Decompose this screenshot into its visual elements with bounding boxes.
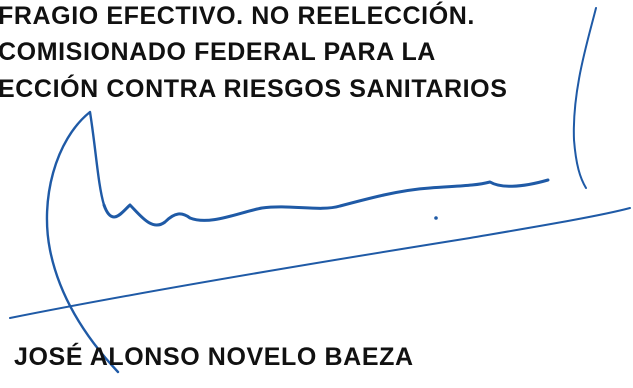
signature-right-stroke	[572, 7, 597, 189]
signature-loop-stroke	[45, 110, 120, 374]
signature-main-stroke	[102, 178, 550, 227]
signatory-name: JOSÉ ALONSO NOVELO BAEZA	[14, 343, 414, 371]
signature-flourish-stroke	[9, 207, 631, 319]
header-line-1: FRAGIO EFECTIVO. NO REELECCIÓN.	[0, 2, 475, 30]
signature-dot	[434, 216, 438, 220]
header-line-2: COMISIONADO FEDERAL PARA LA	[0, 38, 436, 66]
header-line-3: ECCIÓN CONTRA RIESGOS SANITARIOS	[0, 75, 508, 103]
